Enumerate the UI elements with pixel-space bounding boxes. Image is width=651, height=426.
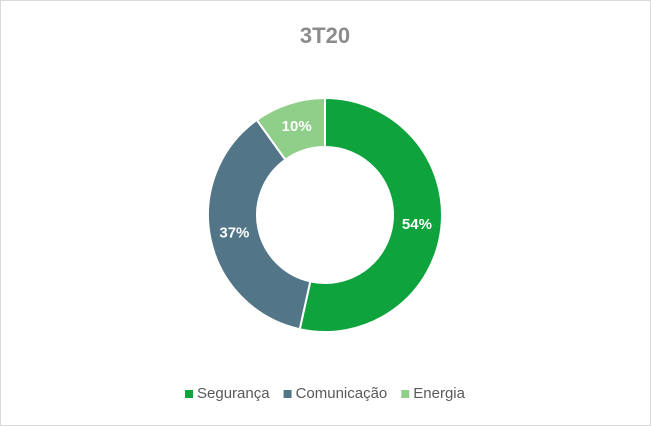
- chart-title: 3T20: [300, 23, 350, 48]
- legend-marker: [401, 390, 410, 398]
- donut-segment: [298, 96, 443, 333]
- legend-marker: [283, 390, 292, 398]
- data-label: 37%: [219, 225, 249, 242]
- data-label: 10%: [282, 118, 312, 135]
- legend-label: Comunicação: [296, 385, 388, 402]
- donut-segment: [207, 118, 312, 331]
- legend-marker: [185, 390, 194, 398]
- data-label: 54%: [402, 216, 432, 233]
- legend-label: Energia: [413, 385, 465, 402]
- donut-segment: [255, 96, 326, 162]
- legend-label: Segurança: [197, 385, 270, 402]
